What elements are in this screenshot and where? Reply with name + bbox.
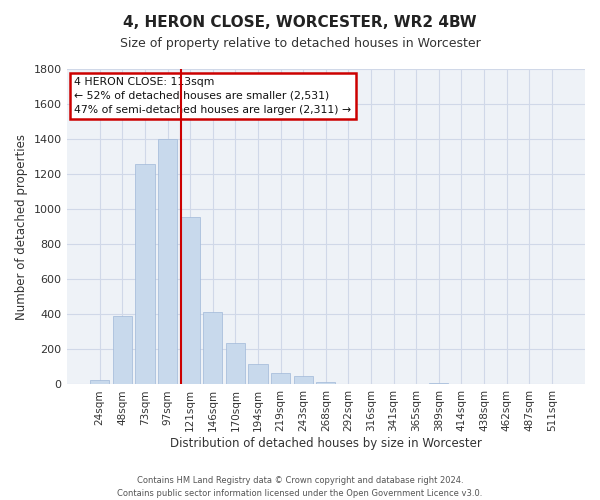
Bar (113, 316, 132, 384)
Bar (293, 376, 313, 384)
Bar (429, 382, 448, 384)
Text: 4, HERON CLOSE, WORCESTER, WR2 4BW: 4, HERON CLOSE, WORCESTER, WR2 4BW (123, 15, 477, 30)
X-axis label: Distribution of detached houses by size in Worcester: Distribution of detached houses by size … (170, 437, 482, 450)
Bar (271, 373, 290, 384)
Bar (316, 382, 335, 384)
Text: 4 HERON CLOSE: 113sqm
← 52% of detached houses are smaller (2,531)
47% of semi-d: 4 HERON CLOSE: 113sqm ← 52% of detached … (74, 77, 352, 115)
Bar (226, 344, 245, 384)
Bar (203, 312, 223, 384)
Bar (158, 139, 177, 384)
Text: Size of property relative to detached houses in Worcester: Size of property relative to detached ho… (119, 38, 481, 51)
Bar (248, 364, 268, 384)
Text: Contains HM Land Registry data © Crown copyright and database right 2024.
Contai: Contains HM Land Registry data © Crown c… (118, 476, 482, 498)
Bar (181, 217, 200, 384)
Y-axis label: Number of detached properties: Number of detached properties (15, 134, 28, 320)
Bar (90, 380, 109, 384)
Bar (136, 164, 155, 384)
